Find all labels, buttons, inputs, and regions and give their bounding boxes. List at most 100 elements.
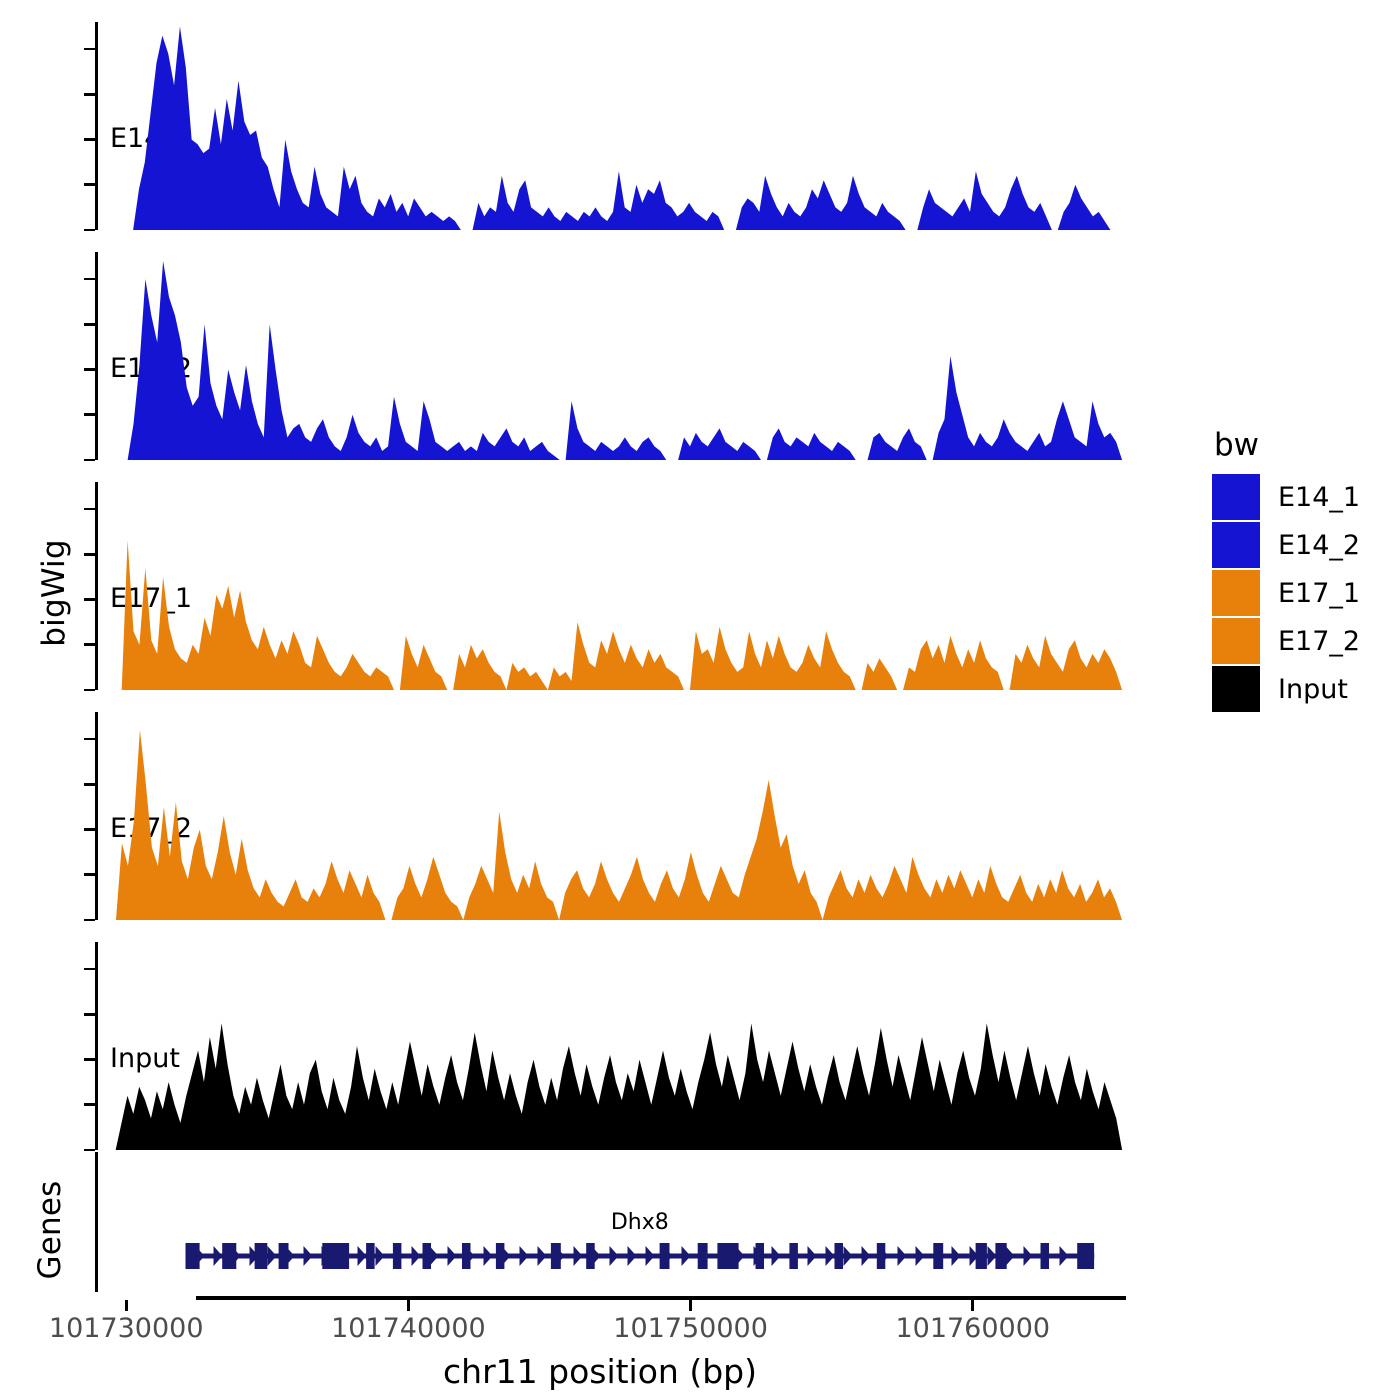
legend-item-e14_1[interactable]: E14_1 <box>1212 473 1392 521</box>
strand-arrow-icon <box>771 1246 781 1266</box>
coverage-plot-area <box>98 942 1140 1150</box>
strand-arrow-icon <box>627 1246 637 1266</box>
legend-label-e17_2: E17_2 <box>1278 625 1361 657</box>
y-tick <box>84 93 95 96</box>
x-tick <box>971 1300 975 1311</box>
strand-arrow-icon <box>915 1246 925 1266</box>
gene-exon <box>659 1243 670 1269</box>
legend-item-e14_2[interactable]: E14_2 <box>1212 521 1392 569</box>
y-tick <box>84 737 95 741</box>
coverage-plot-area <box>98 22 1140 230</box>
gene-panel-axis <box>95 1152 98 1292</box>
gene-exon <box>834 1243 843 1269</box>
track-panel-e14_2: 01234E14_2 <box>0 252 1140 462</box>
y-axis-line <box>95 252 98 460</box>
gene-exon <box>876 1243 886 1269</box>
y-tick <box>84 277 95 281</box>
y-tick <box>84 138 95 141</box>
legend-item-e17_1[interactable]: E17_1 <box>1212 569 1392 617</box>
coverage-area-e17_2 <box>98 730 1128 920</box>
strand-arrow-icon <box>897 1246 907 1266</box>
strand-arrow-icon <box>483 1246 493 1266</box>
track-panel-input: 01234Input <box>0 942 1140 1152</box>
y-tick <box>84 1148 95 1152</box>
gene-exon <box>366 1243 375 1269</box>
strand-arrow-icon <box>447 1246 457 1266</box>
strand-arrow-icon <box>357 1246 367 1266</box>
y-tick <box>84 553 95 556</box>
legend-items: E14_1 E14_2 E17_1 E17_2 Input <box>1212 473 1392 713</box>
strand-arrow-icon <box>303 1246 313 1266</box>
x-tick-label: 101760000 <box>895 1313 1051 1344</box>
gene-label: Dhx8 <box>610 1210 669 1235</box>
gene-exon <box>975 1243 987 1269</box>
track-label-input: Input <box>110 1042 180 1074</box>
track-panel-e17_2: 01234E17_2 <box>0 712 1140 922</box>
gene-exon <box>495 1243 505 1269</box>
gene-exon <box>422 1243 431 1269</box>
y-axis-line <box>95 712 98 920</box>
strand-arrow-icon <box>537 1246 547 1266</box>
strand-arrow-icon <box>645 1246 655 1266</box>
gene-exon <box>717 1243 739 1269</box>
y-axis-line <box>95 482 98 690</box>
x-tick <box>407 1300 410 1311</box>
gene-exon <box>755 1243 764 1269</box>
strand-arrow-icon <box>519 1246 529 1266</box>
legend-item-e17_2[interactable]: E17_2 <box>1212 617 1392 665</box>
y-tick <box>84 918 95 922</box>
gene-exon <box>1040 1243 1049 1269</box>
x-tick <box>689 1300 692 1311</box>
gene-exon <box>550 1243 561 1269</box>
strand-arrow-icon <box>609 1246 619 1266</box>
strand-arrow-icon <box>861 1246 871 1266</box>
legend-label-e14_1: E14_1 <box>1278 481 1361 513</box>
strand-arrow-icon <box>1005 1246 1015 1266</box>
gene-exon <box>185 1243 200 1269</box>
strand-arrow-icon <box>375 1246 385 1266</box>
x-tick-label: 101750000 <box>613 1313 768 1344</box>
y-tick <box>84 323 95 326</box>
legend-swatch-input <box>1212 666 1260 712</box>
x-tick-label: 101740000 <box>331 1313 486 1344</box>
y-axis-line <box>95 942 98 1150</box>
x-axis-title: chr11 position (bp) <box>443 1352 757 1391</box>
strand-arrow-icon <box>807 1246 817 1266</box>
gene-exon <box>933 1243 944 1269</box>
gene-exon <box>222 1243 237 1269</box>
legend-label-e14_2: E14_2 <box>1278 529 1361 561</box>
coverage-area-e14_2 <box>98 261 1128 460</box>
y-axis-line <box>95 22 98 230</box>
gene-exon <box>254 1243 268 1269</box>
y-tick <box>84 228 95 232</box>
legend-label-e17_1: E17_1 <box>1278 577 1361 609</box>
gene-exon <box>1077 1243 1095 1269</box>
y-tick <box>84 458 95 462</box>
gene-exon <box>462 1243 471 1269</box>
gene-exon <box>789 1243 798 1269</box>
strand-arrow-icon <box>843 1246 853 1266</box>
x-tick <box>124 1300 128 1311</box>
legend-title: bw <box>1214 427 1260 463</box>
track-panel-e14_1: 01234E14_1 <box>0 22 1140 232</box>
legend-swatch-e14_1 <box>1212 474 1260 520</box>
coverage-area-input <box>98 1023 1128 1150</box>
y-tick <box>84 873 95 877</box>
y-tick <box>84 1013 95 1016</box>
y-tick <box>84 507 95 511</box>
strand-arrow-icon <box>681 1246 691 1266</box>
y-tick <box>84 413 95 417</box>
strand-arrow-icon <box>1023 1246 1033 1266</box>
strand-arrow-icon <box>249 1246 259 1266</box>
y-tick <box>84 783 95 786</box>
legend-item-input[interactable]: Input <box>1212 665 1392 713</box>
y-tick <box>84 1103 95 1107</box>
y-tick <box>84 828 95 831</box>
gene-exon <box>322 1243 350 1269</box>
strand-arrow-icon <box>969 1246 979 1266</box>
track-panel-e17_1: 01234E17_1 <box>0 482 1140 692</box>
gene-exon <box>697 1243 708 1269</box>
strand-arrow-icon <box>267 1246 277 1266</box>
legend-swatch-e14_2 <box>1212 522 1260 568</box>
track-label-e17_1: E17_1 <box>110 582 193 614</box>
